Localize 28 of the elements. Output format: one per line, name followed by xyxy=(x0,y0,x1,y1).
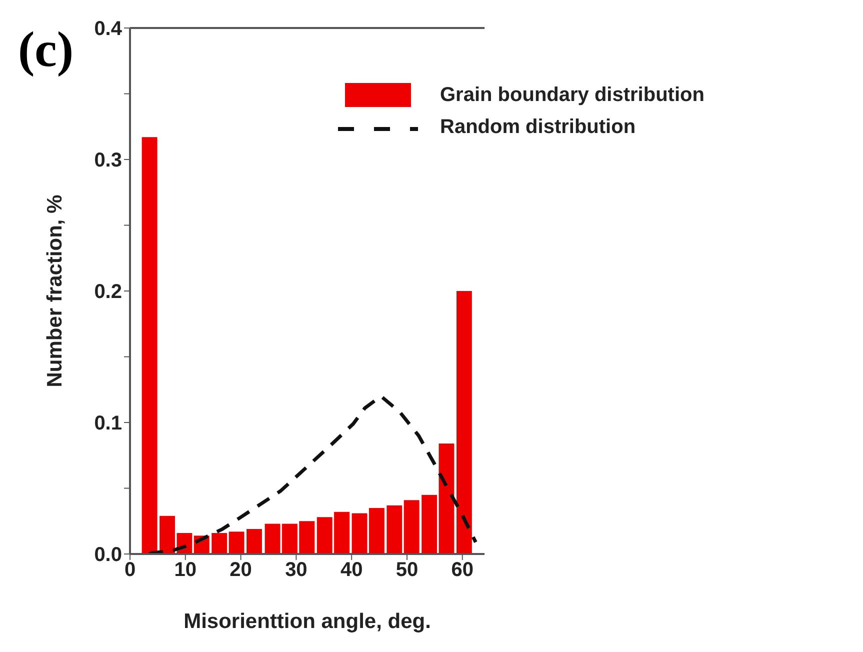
bar xyxy=(212,532,228,554)
x-tick-label: 10 xyxy=(174,559,197,582)
bar xyxy=(228,532,244,554)
x-tick-label: 20 xyxy=(230,559,252,582)
y-axis-title: Number fraction, % xyxy=(43,194,66,388)
bar xyxy=(352,513,368,554)
legend-label: Grain boundary distribution xyxy=(440,84,704,106)
x-tick-label: 50 xyxy=(396,559,418,582)
bar xyxy=(456,291,472,554)
x-tick-label: 60 xyxy=(451,559,474,582)
x-axis-title: Misorienttion angle, deg. xyxy=(184,610,431,633)
bar xyxy=(386,505,402,554)
bar xyxy=(246,529,262,554)
line-series xyxy=(148,394,478,554)
x-tick-label: 40 xyxy=(340,559,363,582)
bar xyxy=(142,137,158,554)
y-tick-label: 0.2 xyxy=(94,281,122,304)
bar xyxy=(404,500,420,554)
y-tick-label: 0.4 xyxy=(94,18,123,40)
y-tick-label: 0.1 xyxy=(94,412,122,435)
text: (c) xyxy=(18,20,74,78)
x-tick-label: 30 xyxy=(285,559,308,582)
x-tick-label: 0 xyxy=(124,559,136,582)
bar xyxy=(264,524,280,554)
bar xyxy=(368,508,384,554)
legend-label: Random distribution xyxy=(440,116,636,138)
y-tick-label: 0.3 xyxy=(94,150,122,172)
y-tick-label: 0.0 xyxy=(94,544,122,566)
